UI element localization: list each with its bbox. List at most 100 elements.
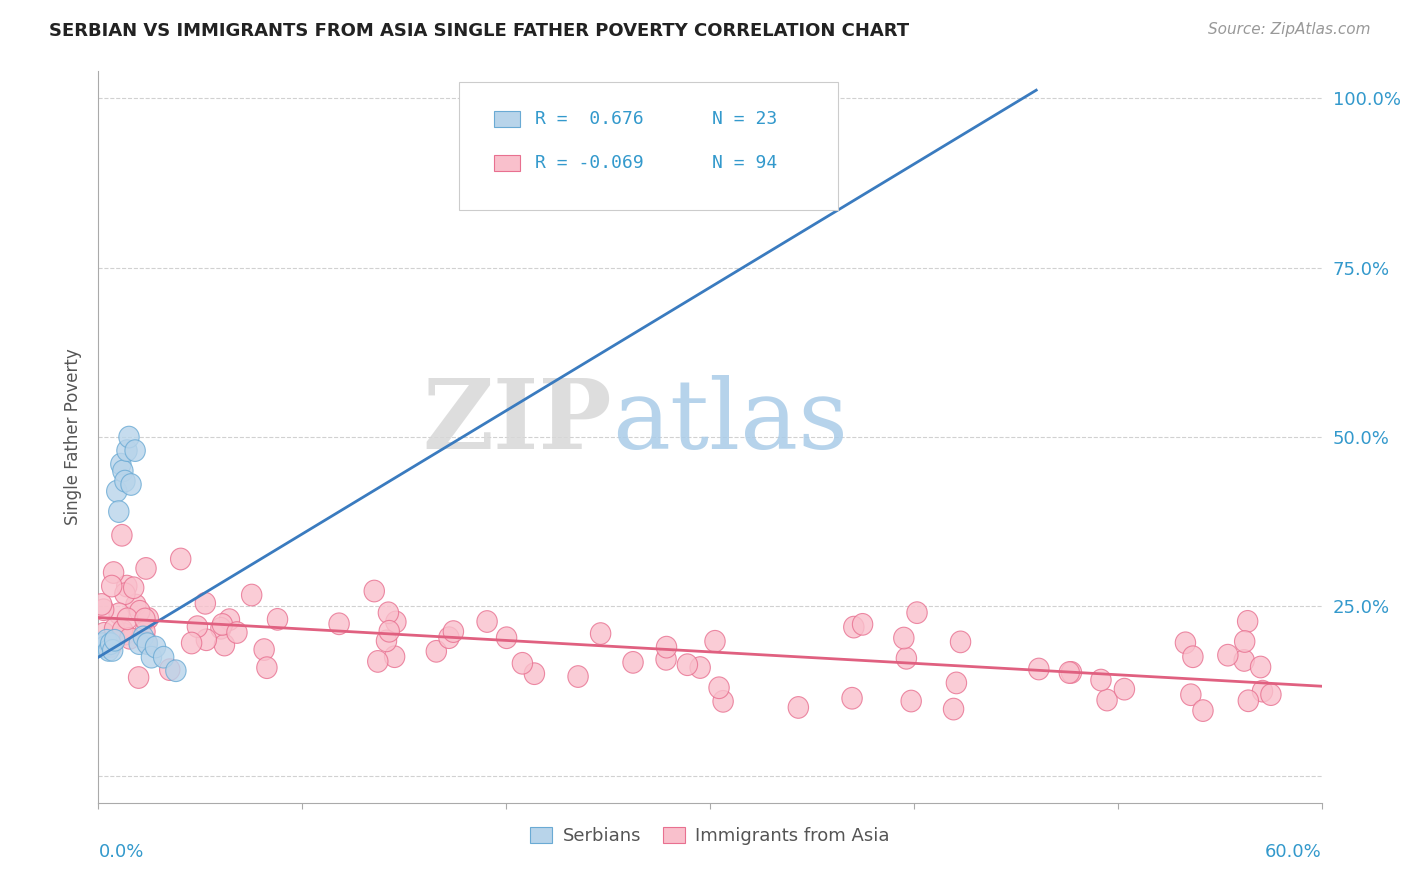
Ellipse shape	[101, 575, 122, 597]
Ellipse shape	[1261, 684, 1281, 706]
Ellipse shape	[104, 562, 124, 583]
Ellipse shape	[852, 614, 873, 635]
Ellipse shape	[135, 621, 155, 642]
Ellipse shape	[943, 698, 963, 720]
Ellipse shape	[657, 636, 676, 658]
Ellipse shape	[329, 613, 349, 634]
Ellipse shape	[1181, 684, 1201, 706]
Ellipse shape	[112, 460, 134, 482]
FancyBboxPatch shape	[494, 154, 520, 171]
Ellipse shape	[1091, 669, 1111, 691]
Ellipse shape	[170, 549, 191, 570]
Ellipse shape	[1237, 610, 1258, 632]
Y-axis label: Single Father Poverty: Single Father Poverty	[65, 349, 83, 525]
Ellipse shape	[524, 663, 544, 684]
FancyBboxPatch shape	[460, 82, 838, 211]
Ellipse shape	[1182, 646, 1204, 667]
Ellipse shape	[115, 624, 135, 645]
Ellipse shape	[136, 632, 157, 653]
Ellipse shape	[195, 592, 215, 615]
Ellipse shape	[219, 609, 239, 631]
Ellipse shape	[367, 650, 388, 673]
Ellipse shape	[1097, 690, 1118, 711]
Ellipse shape	[1114, 678, 1135, 700]
Text: R =  0.676: R = 0.676	[536, 110, 644, 128]
Ellipse shape	[129, 632, 149, 655]
Ellipse shape	[115, 470, 135, 492]
Ellipse shape	[134, 626, 153, 648]
Ellipse shape	[950, 631, 970, 653]
Ellipse shape	[591, 623, 610, 644]
Ellipse shape	[704, 631, 725, 652]
Ellipse shape	[159, 659, 180, 681]
Ellipse shape	[103, 640, 122, 661]
Ellipse shape	[120, 627, 141, 649]
Ellipse shape	[153, 647, 174, 668]
Ellipse shape	[100, 632, 121, 655]
Ellipse shape	[120, 426, 139, 448]
Ellipse shape	[439, 627, 460, 648]
Ellipse shape	[125, 594, 146, 615]
Ellipse shape	[1250, 657, 1271, 678]
Ellipse shape	[690, 657, 710, 679]
Ellipse shape	[187, 615, 208, 638]
Ellipse shape	[107, 481, 127, 502]
Ellipse shape	[108, 500, 129, 523]
Ellipse shape	[135, 608, 155, 630]
Ellipse shape	[623, 651, 643, 673]
Ellipse shape	[98, 640, 120, 661]
Ellipse shape	[226, 622, 247, 643]
Ellipse shape	[443, 621, 464, 642]
Ellipse shape	[94, 633, 114, 655]
Ellipse shape	[181, 632, 202, 654]
Ellipse shape	[141, 647, 162, 668]
Ellipse shape	[136, 558, 156, 579]
Ellipse shape	[385, 611, 406, 632]
Ellipse shape	[212, 614, 232, 635]
Text: R = -0.069: R = -0.069	[536, 153, 644, 172]
Ellipse shape	[378, 602, 398, 624]
Ellipse shape	[709, 677, 730, 698]
Ellipse shape	[384, 646, 405, 667]
Text: N = 94: N = 94	[713, 153, 778, 172]
Ellipse shape	[104, 618, 125, 640]
Ellipse shape	[93, 599, 114, 621]
Ellipse shape	[946, 672, 966, 694]
Ellipse shape	[568, 665, 588, 688]
Ellipse shape	[364, 580, 384, 602]
Ellipse shape	[907, 602, 927, 624]
Ellipse shape	[101, 636, 121, 657]
Ellipse shape	[166, 660, 186, 681]
Ellipse shape	[115, 582, 135, 605]
Ellipse shape	[894, 627, 914, 648]
Ellipse shape	[1059, 662, 1080, 683]
Ellipse shape	[789, 697, 808, 718]
Ellipse shape	[1029, 658, 1049, 680]
Ellipse shape	[896, 648, 917, 669]
Ellipse shape	[496, 627, 517, 648]
Ellipse shape	[128, 666, 149, 689]
Ellipse shape	[124, 577, 143, 599]
Ellipse shape	[104, 630, 125, 651]
Ellipse shape	[211, 617, 231, 639]
Text: SERBIAN VS IMMIGRANTS FROM ASIA SINGLE FATHER POVERTY CORRELATION CHART: SERBIAN VS IMMIGRANTS FROM ASIA SINGLE F…	[49, 22, 910, 40]
Ellipse shape	[214, 634, 235, 656]
Ellipse shape	[138, 632, 157, 655]
Ellipse shape	[117, 608, 138, 630]
Text: atlas: atlas	[612, 376, 848, 469]
Ellipse shape	[242, 584, 262, 606]
Text: ZIP: ZIP	[423, 376, 612, 469]
Ellipse shape	[94, 636, 115, 658]
Ellipse shape	[254, 639, 274, 660]
Ellipse shape	[426, 640, 447, 662]
Ellipse shape	[111, 524, 132, 546]
Ellipse shape	[655, 648, 676, 670]
Ellipse shape	[1239, 690, 1258, 712]
Ellipse shape	[111, 453, 131, 475]
Text: Source: ZipAtlas.com: Source: ZipAtlas.com	[1208, 22, 1371, 37]
Ellipse shape	[377, 630, 396, 652]
Ellipse shape	[94, 623, 114, 644]
Ellipse shape	[117, 440, 138, 461]
Ellipse shape	[257, 657, 277, 679]
Text: 60.0%: 60.0%	[1265, 843, 1322, 861]
